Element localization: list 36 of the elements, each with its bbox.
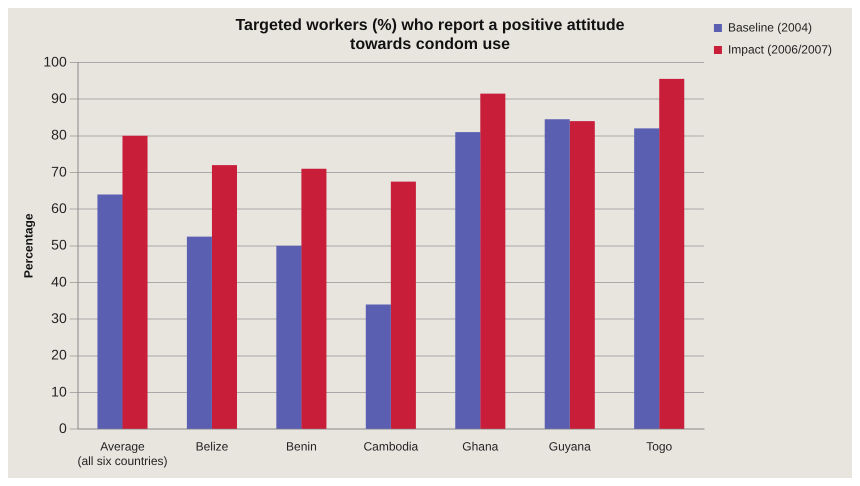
bar [212, 165, 237, 429]
y-tick-label: 80 [51, 126, 67, 143]
y-axis-title: Percentage [22, 213, 36, 278]
y-tick-label: 90 [51, 90, 67, 106]
bar [659, 78, 684, 429]
y-tick-label: 30 [51, 310, 67, 326]
y-tick-label: 20 [51, 346, 67, 363]
y-tick-label: 70 [51, 163, 67, 180]
y-tick-label: 50 [51, 236, 67, 253]
bar [634, 128, 660, 429]
bar [276, 246, 302, 429]
bar [570, 121, 595, 429]
y-tick-label: 40 [51, 273, 67, 290]
legend-label: Baseline (2004) [728, 20, 812, 34]
bar [301, 168, 326, 429]
chart-title: Targeted workers (%) who report a positive attitude towards condom use [235, 17, 625, 54]
bar [480, 94, 506, 429]
bar [544, 119, 570, 429]
bar [366, 304, 391, 429]
x-tick-label: Benin [286, 440, 317, 454]
y-tick-label: 0 [58, 420, 67, 436]
bar [122, 136, 148, 429]
x-tick-label: Belize [196, 440, 229, 454]
y-tick-label: 10 [51, 383, 67, 400]
y-tick-label: 60 [51, 200, 67, 216]
y-tick-label: 100 [43, 53, 67, 70]
bar [455, 132, 480, 429]
legend-label: Impact (2006/2007) [728, 42, 832, 56]
bar [390, 182, 416, 429]
bar [186, 236, 212, 429]
bar [97, 194, 122, 429]
x-tick-label: Ghana [462, 440, 499, 454]
x-tick-label: Togo [646, 440, 673, 454]
x-tick-label: Cambodia [363, 440, 419, 454]
x-tick-label: Average (all six countries) [77, 440, 168, 468]
x-tick-label: Guyana [548, 440, 592, 454]
